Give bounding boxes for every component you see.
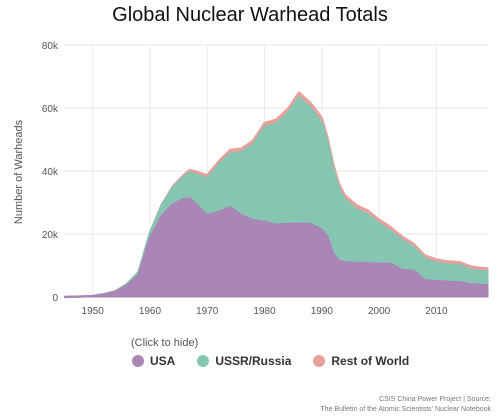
y-tick-label: 20k: [42, 230, 59, 241]
area-line-usa: [63, 197, 488, 299]
legend-item-usa[interactable]: USA: [132, 354, 175, 368]
legend-label-ussr-russia: USSR/Russia: [215, 354, 292, 368]
legend-swatch-ussr-russia: [197, 355, 210, 367]
legend-item-ussr-russia[interactable]: USSR/Russia: [197, 354, 291, 368]
y-tick-label: 60k: [42, 104, 59, 115]
y-tick-label: 80k: [42, 41, 59, 52]
x-tick-label: 1990: [311, 306, 334, 317]
legend-hint: (Click to hide): [131, 337, 199, 349]
x-tick-label: 1980: [253, 306, 276, 317]
y-tick-labels: 0 20k 40k 60k 80k: [42, 41, 59, 304]
chart-title: Global Nuclear Warhead Totals: [112, 4, 388, 26]
x-tick-labels: 1950 1960 1970 1980 1990 2000 2010: [82, 306, 448, 317]
x-tick-label: 2010: [425, 306, 448, 317]
source-credit: CSIS China Power Project | Source: The B…: [320, 395, 491, 415]
source-line: The Bulletin of the Atomic Scientists' N…: [320, 406, 491, 413]
stacked-area-chart: 0 20k 40k 60k 80k 1950 1960 1970 1980 1990 2000 20…: [13, 41, 489, 317]
area-line-ussr-russia: [63, 96, 489, 299]
x-tick-label: 2000: [368, 306, 391, 317]
legend-label-rest-of-world: Rest of World: [331, 354, 410, 368]
legend-item-rest-of-world[interactable]: Rest of World: [313, 354, 409, 368]
y-axis-label: Number of Warheads: [13, 119, 25, 224]
y-tick-label: 40k: [42, 167, 59, 178]
legend-swatch-usa: [132, 355, 144, 367]
x-tick-label: 1950: [82, 306, 105, 317]
legend-swatch-rest-of-world: [313, 355, 326, 367]
legend-label-usa: USA: [150, 354, 176, 368]
y-tick-label: 0: [52, 293, 58, 304]
x-tick-label: 1960: [139, 306, 162, 317]
source-line: CSIS China Power Project | Source:: [379, 396, 491, 403]
legend: USA USSR/Russia Rest of World: [132, 354, 409, 368]
x-tick-label: 1970: [196, 306, 219, 317]
area-series: [63, 91, 489, 299]
